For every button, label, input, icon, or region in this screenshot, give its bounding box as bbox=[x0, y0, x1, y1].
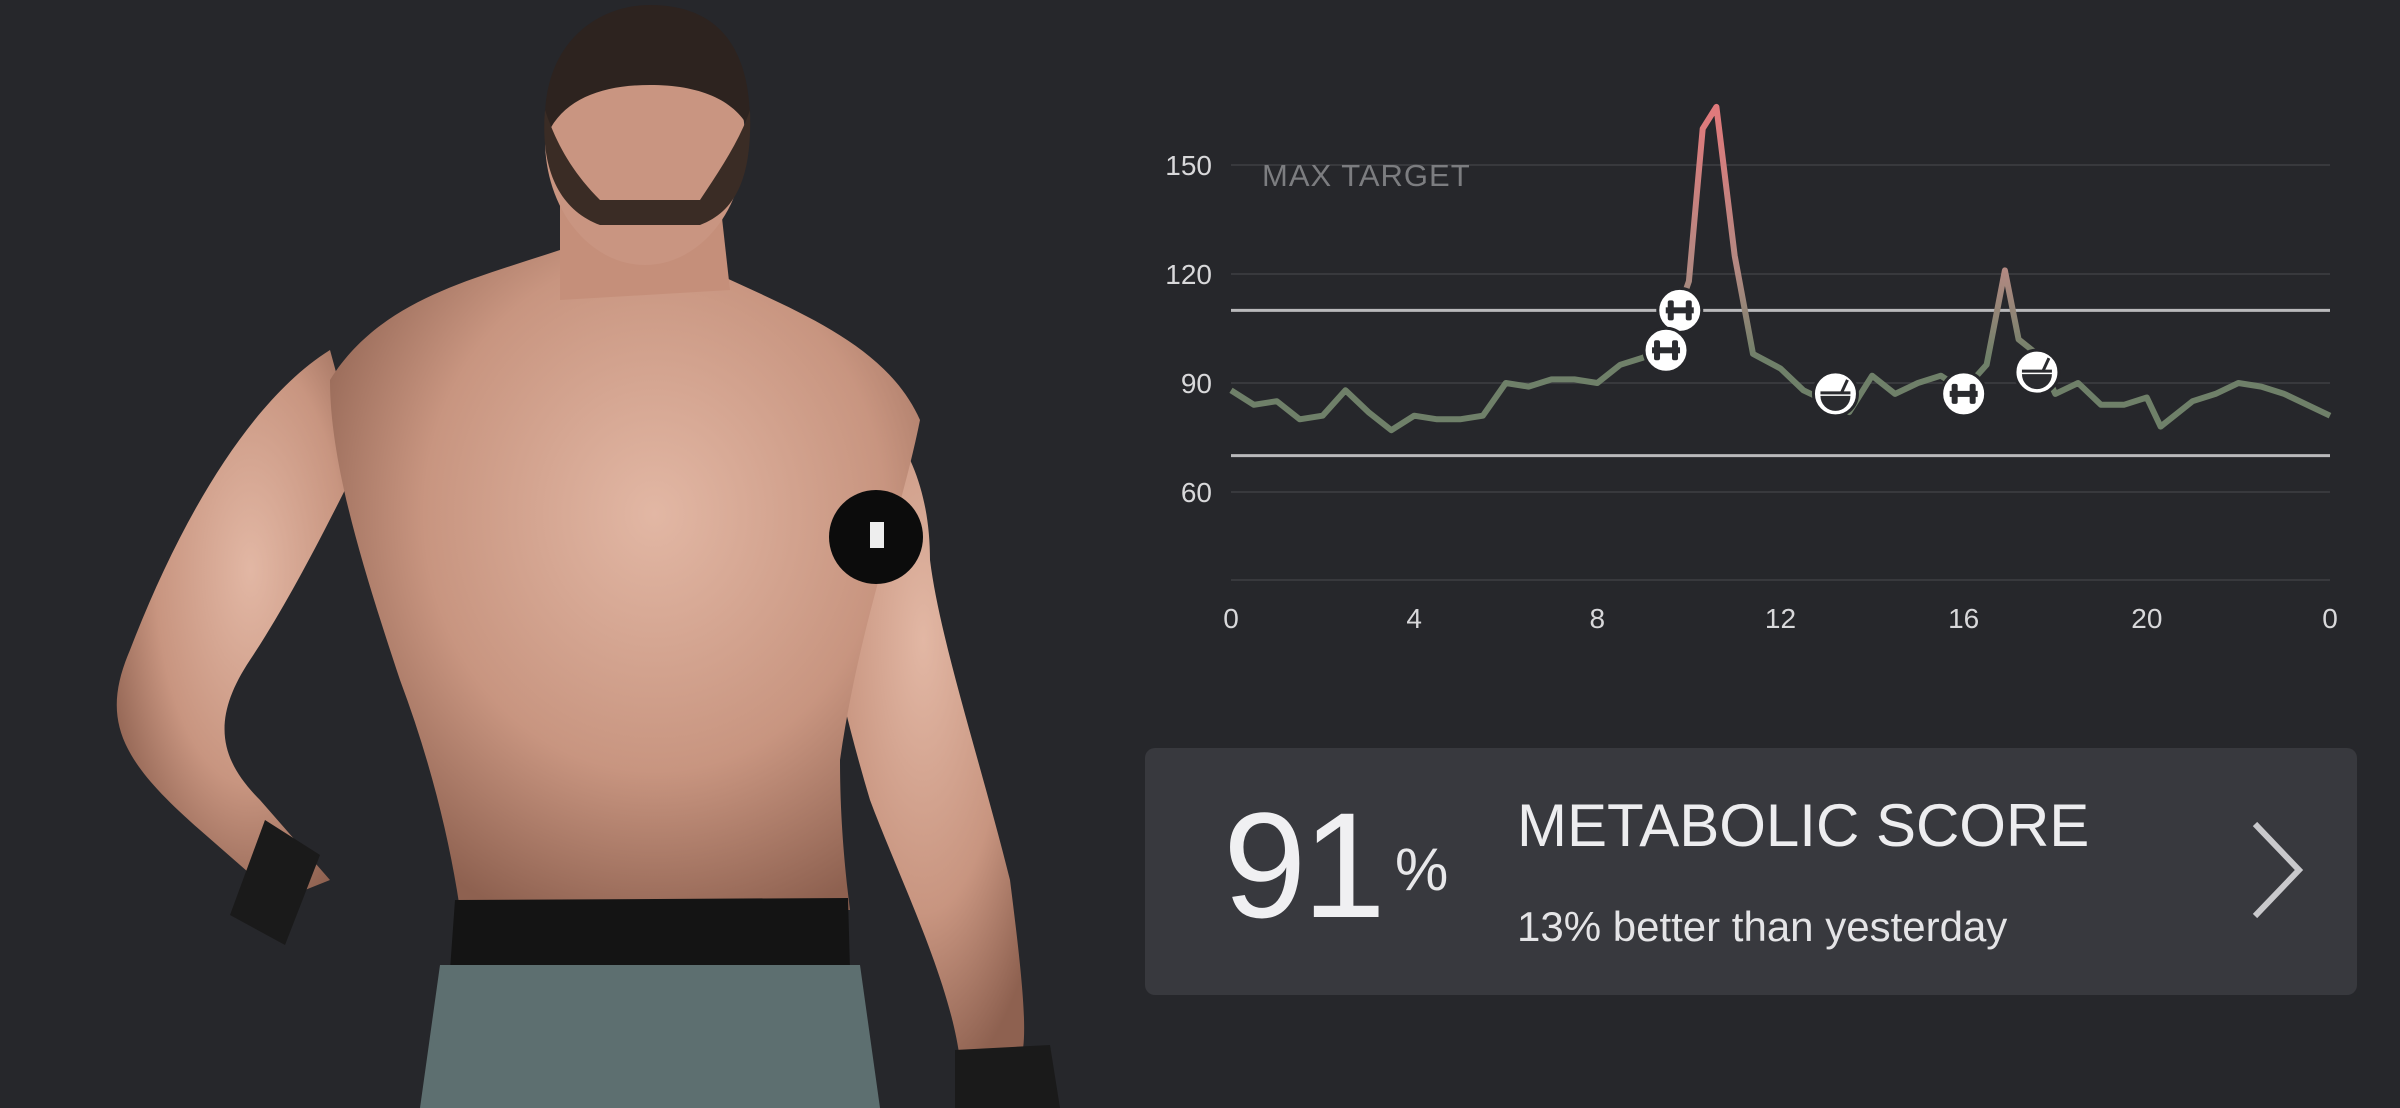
score-unit: % bbox=[1395, 836, 1449, 903]
x-tick-label: 0 bbox=[2322, 603, 2338, 634]
metabolic-score-card[interactable]: 91 % METABOLIC SCORE 13% better than yes… bbox=[1145, 748, 2357, 995]
y-tick-label: 150 bbox=[1165, 150, 1212, 181]
meal-icon[interactable] bbox=[2013, 348, 2061, 396]
score-comparison: 13% better than yesterday bbox=[1517, 903, 2008, 950]
glucose-line bbox=[1229, 103, 2332, 434]
max-target-label: MAX TARGET bbox=[1262, 158, 1471, 193]
x-tick-label: 0 bbox=[1223, 603, 1239, 634]
y-tick-label: 60 bbox=[1181, 477, 1212, 508]
meal-icon[interactable] bbox=[1811, 370, 1859, 418]
reference-lines bbox=[1231, 308, 2330, 458]
y-tick-label: 90 bbox=[1181, 368, 1212, 399]
y-tick-label: 120 bbox=[1165, 259, 1212, 290]
glucose-chart: MAX TARGET 150 120 90 60 0 4 8 12 16 20 0 bbox=[1165, 103, 2338, 634]
score-value: 91 bbox=[1223, 781, 1386, 949]
x-tick-label: 20 bbox=[2131, 603, 2162, 634]
dumbbell-icon[interactable] bbox=[1642, 326, 1690, 374]
chevron-right-icon[interactable] bbox=[2247, 820, 2307, 920]
dumbbell-icon[interactable] bbox=[1940, 370, 1988, 418]
x-tick-label: 12 bbox=[1765, 603, 1796, 634]
dumbbell-icon[interactable] bbox=[1656, 286, 1704, 334]
athlete-photo bbox=[116, 5, 1060, 1108]
x-tick-label: 16 bbox=[1948, 603, 1979, 634]
x-tick-label: 4 bbox=[1406, 603, 1422, 634]
grid-lines bbox=[1231, 164, 2330, 581]
score-title: METABOLIC SCORE bbox=[1517, 792, 2090, 859]
x-tick-label: 8 bbox=[1590, 603, 1606, 634]
